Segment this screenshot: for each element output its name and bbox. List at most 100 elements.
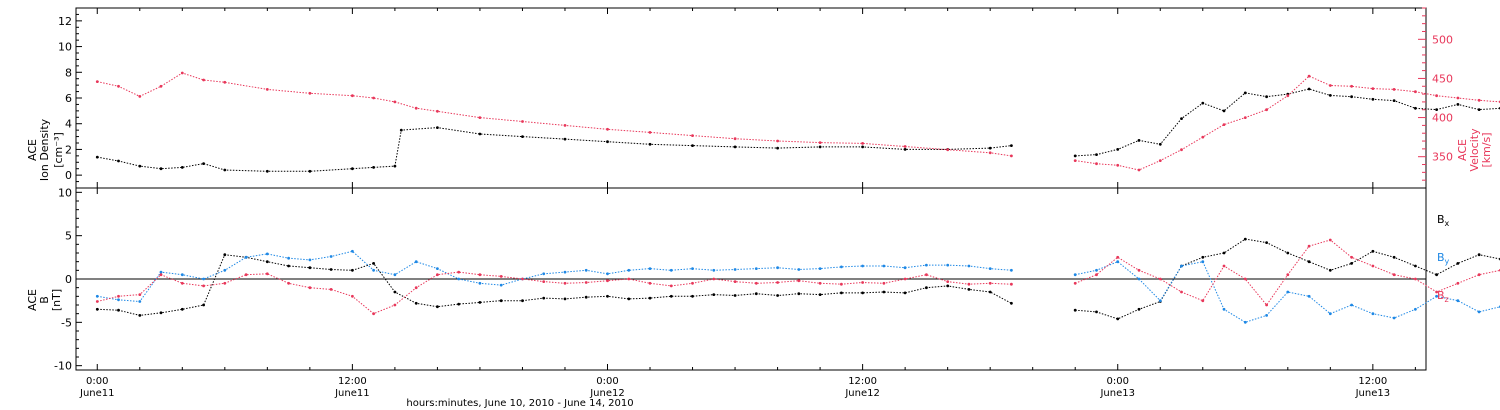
bfield-series-0-point xyxy=(1286,251,1290,255)
bfield-series-0-point xyxy=(1010,301,1013,305)
bfield-series-1-point xyxy=(648,267,652,270)
bfield-series-1-point xyxy=(351,249,354,253)
density-tick-label: 0 xyxy=(65,169,72,182)
density-series-0-point xyxy=(903,148,907,151)
bfield-series-1-point xyxy=(542,272,546,276)
bfield-series-1-point xyxy=(117,298,120,302)
bfield-series-0-point xyxy=(1073,308,1077,312)
bfield-series-2-trace xyxy=(97,239,1500,315)
bfield-series-2-point xyxy=(1477,273,1481,277)
velocity-series-0-point xyxy=(202,78,206,82)
bfield-series-0-point xyxy=(733,294,737,297)
velocity-series-0-point xyxy=(1435,94,1438,98)
velocity-series-0-point xyxy=(265,88,269,91)
bfield-series-0-point xyxy=(648,296,652,300)
bfield-series-1-point xyxy=(1265,314,1268,317)
velocity-tick-label: 400 xyxy=(1432,112,1453,125)
density-series-0-point xyxy=(478,132,482,136)
bfield-series-2-point xyxy=(244,273,248,277)
velocity-series-0-point xyxy=(436,109,439,113)
density-tick-label: 8 xyxy=(65,66,72,79)
density-series-0-point xyxy=(351,167,354,171)
density-series-0-point xyxy=(606,140,609,144)
bfield-series-2-point xyxy=(521,277,524,281)
bfield-series-1-point xyxy=(180,273,184,277)
velocity-series-0-point xyxy=(776,139,779,143)
bfield-series-0-point xyxy=(967,288,971,291)
bfield-series-1-point xyxy=(840,265,843,269)
bfield-series-2-point xyxy=(436,273,439,277)
density-series-0-point xyxy=(436,126,439,129)
bfield-label-line-2: B xyxy=(38,296,51,304)
bfield-series-1-point xyxy=(436,267,439,270)
velocity-series-0-point xyxy=(138,95,142,98)
velocity-series-0-point xyxy=(1158,159,1162,163)
bfield-series-1-point xyxy=(1243,320,1247,324)
velocity-series-0-point xyxy=(1265,108,1268,112)
bfield-series-0-point xyxy=(1414,264,1417,268)
bfield-series-2-point xyxy=(606,279,609,283)
bfield-series-1-point xyxy=(265,252,269,256)
bfield-series-1-trace xyxy=(97,250,1500,323)
bfield-series-2-point xyxy=(925,273,928,277)
bfield-series-2-point xyxy=(287,281,290,285)
bfield-series-0-point xyxy=(1265,241,1268,245)
density-tick-label: 4 xyxy=(65,118,72,131)
bfield-series-0-point xyxy=(946,284,950,288)
x-tick-date: June12 xyxy=(844,388,880,399)
bfield-series-0-point xyxy=(861,291,864,295)
bfield-series-2-point xyxy=(967,282,971,286)
bfield-series-2-point xyxy=(754,281,758,285)
velocity-tick-label: 500 xyxy=(1432,33,1453,46)
velocity-series-0-point xyxy=(1073,159,1077,163)
bfield-series-2-point xyxy=(861,281,864,284)
bfield-series-2-point xyxy=(776,281,779,284)
density-series-0-point xyxy=(691,144,694,148)
bfield-series-1-point xyxy=(1073,273,1077,277)
density-series-0-point xyxy=(159,167,163,171)
density-series-0-point xyxy=(1095,153,1098,157)
density-series-0-point xyxy=(202,162,206,166)
velocity-series-0-point xyxy=(308,91,312,95)
bfield-series-1-point xyxy=(691,267,694,270)
bfield-series-0-point xyxy=(691,294,694,298)
velocity-series-0-point xyxy=(861,142,864,145)
bfield-label-line-3: [nT] xyxy=(50,289,63,311)
bfield-series-2-point xyxy=(648,281,652,285)
velocity-series-0-point xyxy=(988,151,992,155)
bfield-series-0-point xyxy=(393,290,397,294)
bfield-series-2-point xyxy=(946,280,950,283)
density-series-0-point xyxy=(1435,108,1438,111)
density-series-0-point xyxy=(1137,139,1141,142)
bfield-series-1-point xyxy=(563,270,567,274)
bfield-series-2-point xyxy=(691,281,694,285)
bfield-series-2-point xyxy=(1328,238,1332,242)
bfield-series-1-point xyxy=(903,266,907,270)
bfield-series-1-point xyxy=(159,270,163,274)
velocity-series-0-point xyxy=(1477,98,1481,102)
velocity-series-0-trace xyxy=(97,72,1500,171)
bfield-series-1-point xyxy=(1116,260,1120,264)
bfield-series-0-point xyxy=(329,268,333,271)
bfield-series-2-point xyxy=(840,282,843,286)
bfield-series-0-point xyxy=(1137,307,1141,311)
bfield-series-2-point xyxy=(138,293,142,296)
bfield-series-1-point xyxy=(372,268,375,272)
velocity-series-0-point xyxy=(563,124,567,127)
bfield-tick-label: -5 xyxy=(61,316,72,329)
density-label-line-2: Ion Density xyxy=(38,118,51,181)
bfield-series-1-point xyxy=(712,268,716,272)
density-series-0-point xyxy=(1328,94,1332,97)
bfield-series-0-point xyxy=(1456,262,1460,265)
bfield-series-2-point xyxy=(584,281,588,284)
bfield-series-1-point xyxy=(669,268,673,272)
x-tick-time: 0:00 xyxy=(86,376,108,387)
x-tick-date: June13 xyxy=(1099,388,1135,399)
bfield-series-2-point xyxy=(542,280,546,283)
velocity-series-0-point xyxy=(903,145,907,148)
velocity-series-0-point xyxy=(1010,154,1013,158)
x-tick-time: 0:00 xyxy=(596,376,618,387)
density-series-0-point xyxy=(988,146,992,150)
bfield-series-2-point xyxy=(265,272,269,276)
